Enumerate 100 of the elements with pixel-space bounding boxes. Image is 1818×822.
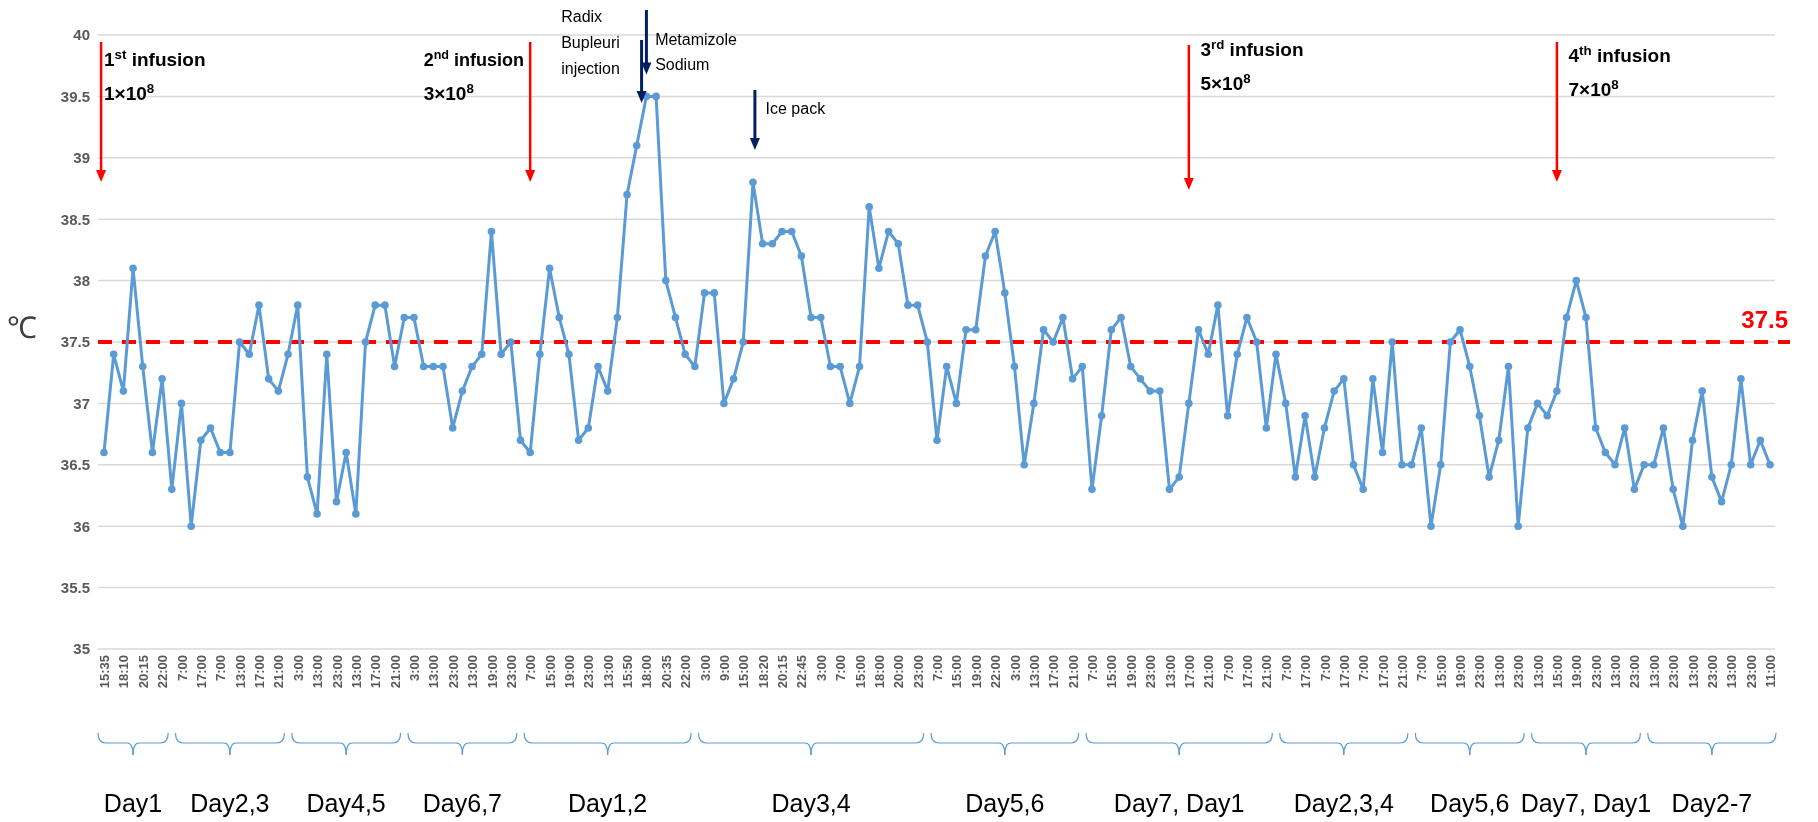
text: Day2,3,4 [1293,789,1394,817]
x-tick-label: 17:00 [1240,655,1255,689]
x-tick-label: 22:00 [988,655,1004,689]
x-tick-label: 3:00 [290,655,306,682]
x-tick-label: 7:00 [1278,655,1294,682]
x-tick-label: 15:00 [736,655,752,689]
x-tick-label: 3:00 [407,655,422,682]
x-tick-label: 13:00 [1162,655,1178,689]
x-tick-label: 19:00 [561,655,577,689]
x-tick-label: 19:00 [484,655,500,689]
x-tick-label: 15:35 [97,655,113,689]
x-tick-label: 13:00 [426,655,442,689]
text: Day6,7 [422,789,502,817]
x-tick-label: 7:00 [1220,655,1236,682]
x-tick-label: 7:00 [1356,655,1372,682]
annotation: 3$^{rd}$ infusion [1200,36,1304,60]
x-tick-label: 7:00 [213,655,229,682]
text: Day7, Day1 [1113,789,1245,817]
x-tick-label: 23:00 [1743,655,1759,689]
x-tick-label: 11:00 [1763,655,1779,688]
annotation: 3×10$^{8}$ [423,80,474,104]
text: Day2-7 [1671,789,1753,817]
x-tick-label: 7:00 [930,655,946,682]
x-tick-label: 18:20 [755,655,771,689]
x-tick-label: 15:50 [620,655,636,689]
y-tick-label: 40 [73,26,90,44]
annotation: Metamizole [655,31,738,48]
annotation: 1×10$^{8}$ [104,80,155,104]
x-tick-label: 23:00 [1143,655,1159,689]
x-tick-label: 13:00 [1646,655,1662,689]
annotation: 5×10$^{8}$ [1200,70,1251,94]
x-tick-label: 23:00 [581,655,597,689]
x-tick-label: 13:00 [465,655,481,689]
x-tick-label: 23:00 [1704,655,1720,689]
x-tick-label: 21:00 [387,655,403,689]
text: Day1 [103,789,163,817]
x-tick-label: 7:00 [523,655,539,682]
x-tick-label: 23:00 [1511,655,1527,689]
x-tick-label: 23:00 [910,655,926,689]
x-tick-label: 21:00 [1259,655,1275,689]
x-tick-label: 17:00 [1298,655,1314,689]
text: Day2,3 [190,789,270,817]
text: Day5,6 [1430,789,1510,817]
x-tick-label: 19:00 [1123,655,1139,689]
x-tick-label: 3:00 [1007,655,1023,682]
x-tick-label: 15:00 [542,655,558,689]
x-tick-label: 18:10 [116,655,132,689]
x-tick-label: 20:15 [775,655,791,689]
y-tick-label: 37.5 [60,333,90,351]
x-tick-label: 20:00 [891,655,907,689]
text: Day7, Day1 [1520,789,1652,817]
x-tick-label: 15:00 [949,655,965,689]
x-tick-label: 21:00 [1394,655,1410,689]
x-tick-label: 13:00 [348,655,364,689]
x-tick-label: 23:00 [1472,655,1488,689]
text: Day5,6 [965,789,1045,817]
annotation: 1$^{st}$ infusion [104,46,206,70]
x-tick-label: 23:00 [1627,655,1643,689]
annotation: 2$^{nd}$ infusion [423,48,525,70]
x-tick-label: 22:00 [678,655,694,689]
text: Radix [561,8,603,25]
x-tick-label: 23:00 [1588,655,1604,689]
x-tick-label: 17:00 [1181,655,1197,689]
x-tick-label: 13:00 [1530,655,1546,689]
x-tick-label: 19:00 [968,655,984,689]
x-tick-label: 17:00 [1375,655,1391,689]
annotation: injection [561,60,620,77]
annotation: 4$^{th}$ infusion [1568,42,1671,66]
annotation: 7×10$^{8}$ [1568,76,1619,100]
x-tick-label: 20:35 [658,655,674,689]
x-tick-label: 23:00 [503,655,519,689]
y-tick-label: 37 [73,394,90,412]
x-tick-label: 20:15 [135,655,151,689]
y-tick-label: 36.5 [60,456,90,474]
y-axis-title: ℃ [7,310,37,344]
x-tick-label: 7:00 [1317,655,1333,682]
x-tick-label: 17:00 [1336,655,1352,689]
x-tick-label: 23:00 [445,655,461,689]
x-tick-label: 18:00 [639,655,655,689]
x-tick-label: 17:00 [1046,655,1062,689]
x-tick-label: 19:00 [1569,655,1585,689]
x-tick-label: 9:00 [716,655,732,682]
x-tick-label: 15:00 [852,655,868,689]
x-tick-label: 13:00 [1608,655,1624,689]
x-tick-label: 23:00 [1666,655,1682,689]
text: Day1,2 [568,789,648,817]
annotation: Bupleuri [561,34,620,51]
x-tick-label: 3:00 [697,655,713,682]
annotation: Sodium [655,56,710,73]
x-tick-label: 22:45 [794,655,810,689]
x-tick-label: 13:00 [1491,655,1507,689]
y-tick-label: 38 [73,271,90,289]
x-tick-label: 13:00 [1026,655,1042,689]
x-tick-label: 13:00 [600,655,616,689]
x-tick-label: 7:00 [174,655,190,682]
y-tick-label: 38.5 [60,210,90,228]
y-tick-label: 35 [73,640,90,658]
x-tick-label: 13:00 [232,655,248,689]
x-tick-label: 17:00 [252,655,268,689]
x-tick-label: 21:00 [1201,655,1217,689]
